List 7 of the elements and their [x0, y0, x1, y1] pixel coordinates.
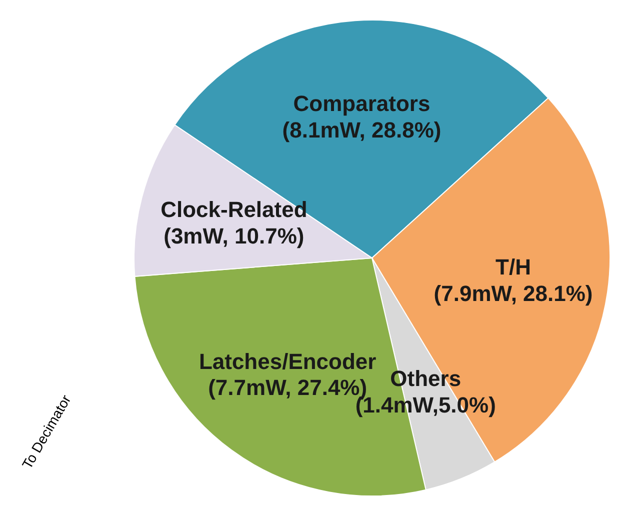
data-label: (7.9mW, 28.1%) — [434, 280, 593, 306]
slice-label: T/H — [496, 254, 532, 280]
data-label: (3mW, 10.7%) — [164, 224, 304, 249]
slice-label: Latches/Encoder — [198, 348, 377, 374]
data-label: (8.1mW, 28.8%) — [282, 118, 442, 143]
slice-label: Clock-Related — [160, 197, 308, 222]
slice-label: Comparators — [293, 91, 430, 116]
